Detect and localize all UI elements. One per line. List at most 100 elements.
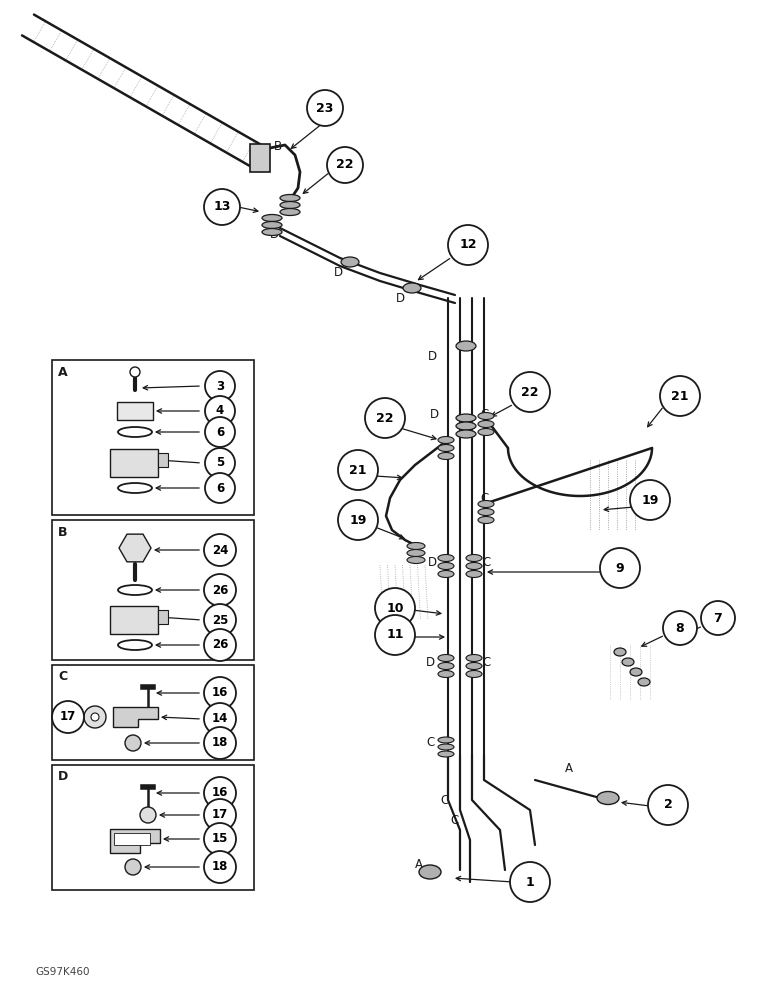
Ellipse shape: [438, 436, 454, 444]
Text: 2: 2: [664, 798, 672, 812]
Ellipse shape: [438, 570, 454, 578]
FancyBboxPatch shape: [158, 453, 168, 467]
Circle shape: [204, 703, 236, 735]
Text: D: D: [430, 408, 439, 422]
Ellipse shape: [407, 542, 425, 550]
Ellipse shape: [262, 222, 282, 229]
Text: C: C: [480, 491, 488, 504]
Text: D: D: [428, 350, 437, 362]
Text: 12: 12: [459, 238, 477, 251]
Circle shape: [204, 629, 236, 661]
FancyBboxPatch shape: [117, 402, 153, 420]
Circle shape: [510, 372, 550, 412]
Circle shape: [205, 396, 235, 426]
Ellipse shape: [407, 550, 425, 556]
Text: 25: 25: [212, 613, 229, 626]
Circle shape: [327, 147, 363, 183]
Text: 10: 10: [386, 601, 404, 614]
Ellipse shape: [466, 562, 482, 570]
Text: D: D: [426, 656, 435, 668]
Text: 3: 3: [216, 379, 224, 392]
Text: 7: 7: [713, 611, 723, 624]
Text: 21: 21: [671, 389, 689, 402]
Text: 18: 18: [212, 860, 229, 874]
Text: C: C: [58, 670, 67, 684]
Ellipse shape: [280, 209, 300, 216]
Ellipse shape: [466, 654, 482, 662]
Circle shape: [205, 371, 235, 401]
Text: 22: 22: [376, 412, 394, 424]
Circle shape: [204, 799, 236, 831]
Text: 11: 11: [386, 629, 404, 642]
Circle shape: [365, 398, 405, 438]
Circle shape: [648, 785, 688, 825]
Circle shape: [140, 807, 156, 823]
Text: 19: 19: [349, 514, 367, 526]
Ellipse shape: [262, 229, 282, 235]
Ellipse shape: [438, 554, 454, 562]
Text: C: C: [426, 736, 434, 748]
Polygon shape: [110, 829, 160, 853]
Circle shape: [204, 777, 236, 809]
Ellipse shape: [403, 283, 421, 293]
Text: C: C: [482, 556, 490, 570]
Circle shape: [375, 615, 415, 655]
Text: C: C: [440, 794, 449, 806]
Text: A: A: [565, 762, 573, 774]
Ellipse shape: [438, 670, 454, 678]
FancyBboxPatch shape: [110, 606, 158, 634]
Ellipse shape: [466, 570, 482, 578]
Circle shape: [204, 851, 236, 883]
Circle shape: [84, 706, 106, 728]
Text: 17: 17: [212, 808, 228, 822]
Text: 23: 23: [317, 102, 334, 114]
Text: A: A: [415, 858, 423, 871]
Text: 14: 14: [212, 712, 229, 726]
Text: 4: 4: [216, 404, 224, 418]
Ellipse shape: [638, 678, 650, 686]
Text: 18: 18: [212, 736, 229, 750]
Text: 22: 22: [337, 158, 354, 172]
Ellipse shape: [438, 444, 454, 452]
Text: 13: 13: [213, 200, 231, 214]
Text: 16: 16: [212, 786, 229, 800]
Ellipse shape: [478, 500, 494, 508]
Text: 5: 5: [216, 456, 224, 470]
Text: 1: 1: [526, 876, 534, 888]
Text: D: D: [334, 265, 343, 278]
Text: C: C: [480, 408, 488, 422]
FancyBboxPatch shape: [110, 449, 158, 477]
Circle shape: [338, 500, 378, 540]
Ellipse shape: [407, 556, 425, 564]
Circle shape: [52, 701, 84, 733]
Text: D: D: [396, 292, 405, 304]
Text: 16: 16: [212, 686, 229, 700]
FancyBboxPatch shape: [158, 610, 168, 624]
Text: 22: 22: [521, 385, 539, 398]
Circle shape: [204, 677, 236, 709]
Ellipse shape: [438, 662, 454, 670]
Ellipse shape: [630, 668, 642, 676]
Ellipse shape: [466, 670, 482, 678]
Circle shape: [307, 90, 343, 126]
Ellipse shape: [262, 215, 282, 222]
Circle shape: [630, 480, 670, 520]
Ellipse shape: [438, 452, 454, 460]
Ellipse shape: [438, 562, 454, 570]
Text: 6: 6: [216, 482, 224, 494]
Text: D: D: [428, 556, 437, 570]
Circle shape: [205, 473, 235, 503]
Circle shape: [204, 574, 236, 606]
Circle shape: [130, 367, 140, 377]
Ellipse shape: [456, 414, 476, 422]
Circle shape: [204, 189, 240, 225]
Ellipse shape: [622, 658, 634, 666]
Ellipse shape: [438, 744, 454, 750]
Circle shape: [204, 604, 236, 636]
Ellipse shape: [466, 662, 482, 670]
Circle shape: [701, 601, 735, 635]
Ellipse shape: [280, 202, 300, 209]
Text: 17: 17: [60, 710, 76, 724]
Text: C: C: [482, 656, 490, 668]
Ellipse shape: [419, 865, 441, 879]
